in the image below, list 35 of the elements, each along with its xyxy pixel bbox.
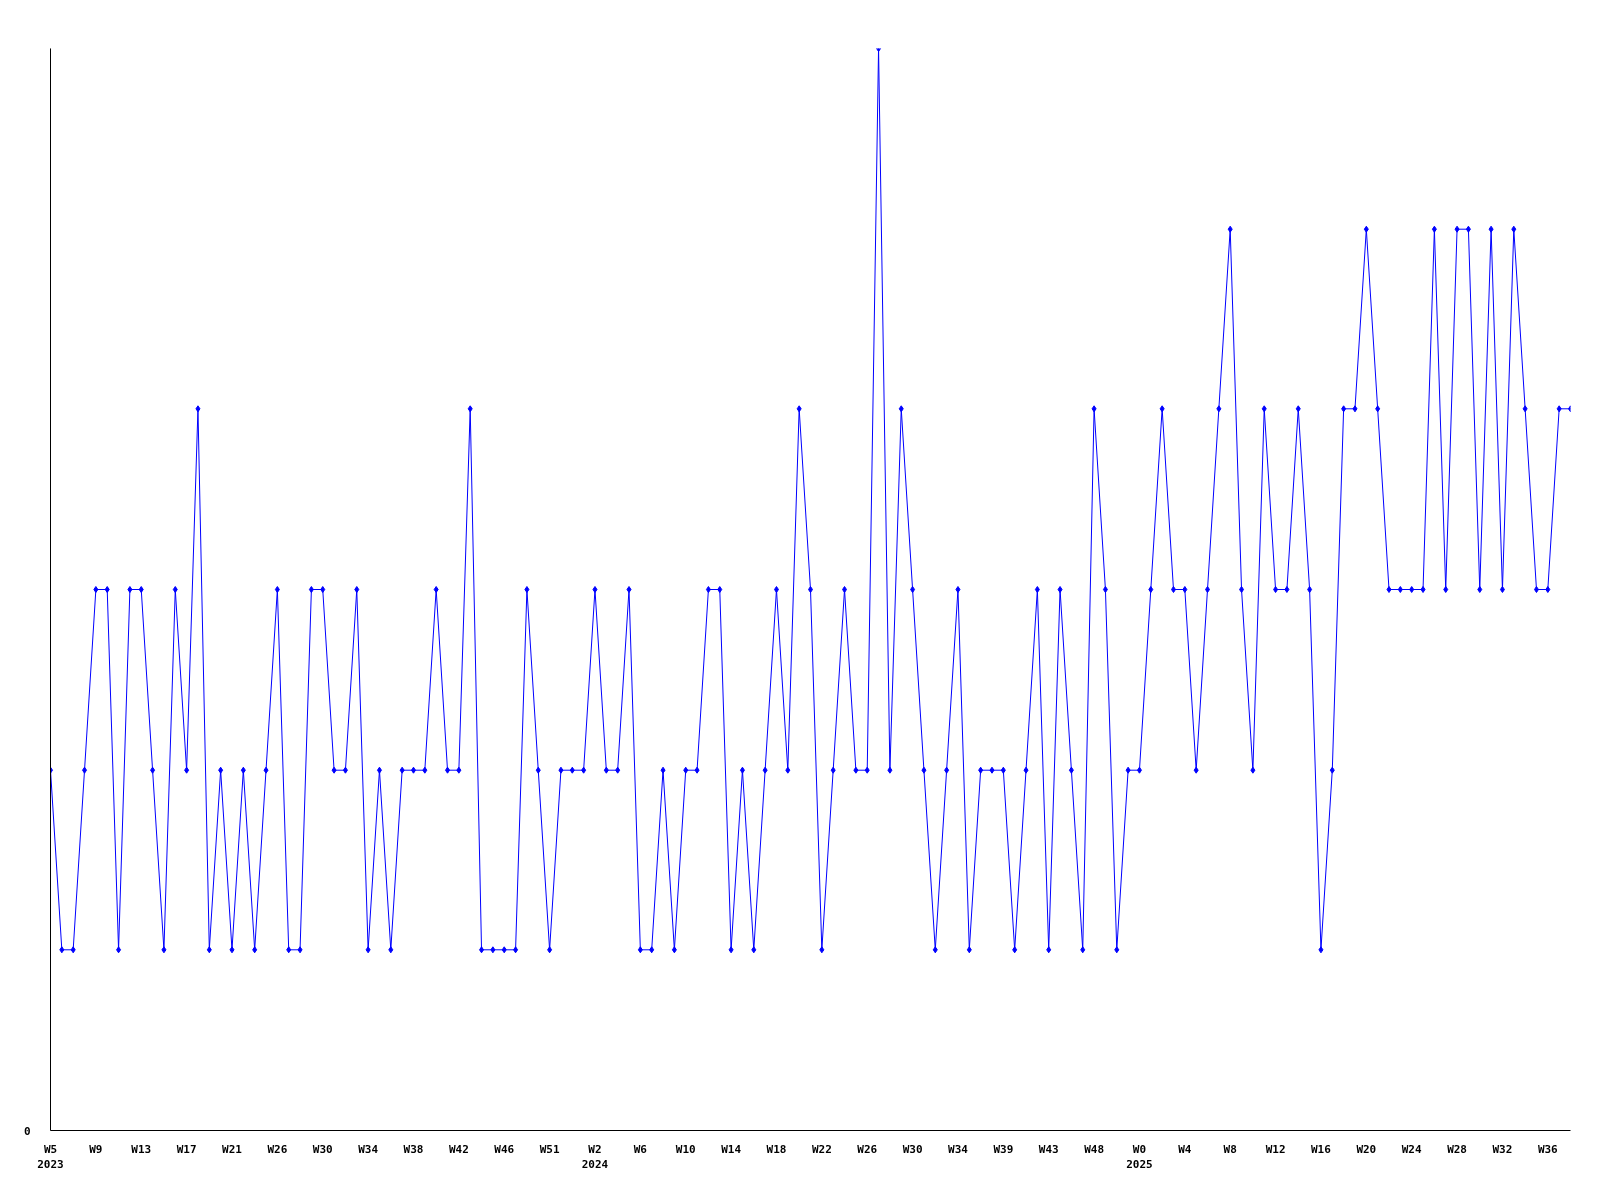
x-tick-label: W24 [1401,1142,1423,1156]
text: 0 [23,1124,31,1138]
x-tick-label: W0 2025 [1126,1142,1153,1172]
x-tick-label: W4 [1178,1142,1192,1156]
x-tick-label: W26 [267,1142,288,1156]
x-tick-label: W2 2024 [581,1142,609,1172]
x-tick-label: W46 [494,1142,515,1156]
x-tick-label: W42 [448,1142,469,1156]
x-tick-label: W12 [1265,1142,1286,1156]
x-tick-label: W20 [1356,1142,1377,1156]
x-tick-label: W18 [766,1142,787,1156]
x-tick-label: W36 [1537,1142,1559,1156]
x-tick-label: W48 [1084,1142,1105,1156]
x-tick-label: W34 [948,1142,969,1156]
x-tick-label: W51 [539,1142,560,1156]
x-tick-label: W30 [312,1142,333,1156]
x-tick-label: W43 [1038,1142,1059,1156]
x-tick-label: W9 [89,1142,103,1156]
x-tick-label: W21 [222,1142,243,1156]
x-tick-label: W39 [993,1142,1014,1156]
x-tick-label: W8 [1223,1142,1237,1156]
x-tick-label: W17 [176,1142,197,1156]
x-tick-label: W34 [358,1142,379,1156]
x-tick-label: W28 [1447,1142,1468,1156]
x-tick-label: W26 [857,1142,878,1156]
x-tick-label: W6 [633,1142,648,1156]
x-tick-label: W5 2023 [37,1142,64,1172]
x-tick-label: W10 [675,1142,696,1156]
x-tick-label: W16 [1311,1142,1332,1156]
x-tick-label: W30 [902,1142,923,1156]
x-tick-label: W38 [403,1142,424,1156]
x-tick-label: W14 [721,1142,742,1156]
x-tick-label: W22 [811,1142,832,1156]
x-tick-label: W13 [131,1142,152,1156]
x-tick-label: W32 [1492,1142,1513,1156]
